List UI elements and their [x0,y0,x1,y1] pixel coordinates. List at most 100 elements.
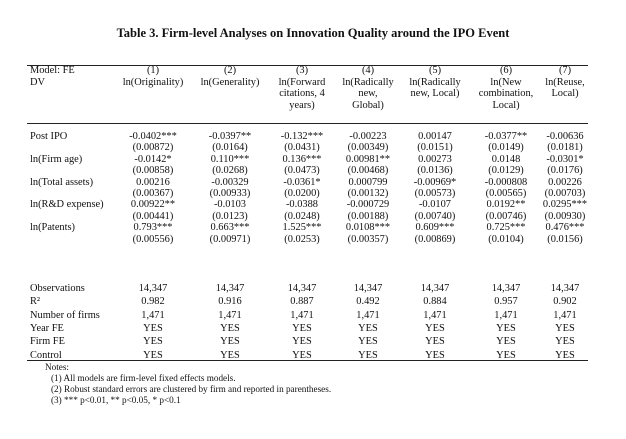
stat-cell: 14,347 [215,283,245,294]
stat-label: R² [30,296,41,308]
column-number: (4) [361,65,375,76]
se-cell: (0.00930) [544,210,586,222]
se-cell: (0.00746) [485,210,527,222]
coef-cell: 0.110*** [210,153,250,165]
se-cell: (0.0431) [284,142,320,154]
se-cell: (0.0248) [284,210,320,222]
top-rule [27,65,588,67]
stat-cell: YES [220,349,240,361]
table-title: Table 3. Firm-level Analyses on Innovati… [116,26,510,40]
stat-cell: YES [220,336,240,348]
se-cell: (0.00556) [132,233,174,245]
se-cell: (0.00132) [347,188,389,199]
coef-cell: -0.00636 [546,131,584,142]
stat-label: Firm FE [30,336,65,348]
coef-cell: -0.0377** [484,131,528,142]
stat-cell: 0.902 [553,296,577,308]
se-cell: (0.00703) [544,188,586,199]
stat-cell: 1,471 [494,309,518,321]
se-cell: (0.00971) [209,233,251,245]
column-dv-label: Local) [551,88,579,99]
stat-cell: 0.887 [290,296,314,308]
coef-cell: 0.725*** [486,222,526,234]
coef-cell: 0.0295*** [542,199,588,211]
coef-cell: -0.0388 [285,199,319,211]
coef-cell: -0.000808 [484,176,528,188]
column-dv-label: combination, [478,88,534,99]
column-number: (1) [146,65,160,76]
se-cell: (0.0123) [212,210,248,222]
stat-cell: 1,471 [290,309,314,321]
se-cell: (0.0176) [547,165,583,177]
coef-cell: 0.793*** [133,222,173,234]
column-dv-label: ln(New [490,76,522,88]
stat-cell: YES [358,322,378,334]
coef-cell: 0.663*** [210,222,250,234]
stat-cell: 14,347 [550,283,580,294]
corner-model: Model: FE [30,65,75,76]
stat-label: Control [30,349,62,361]
coef-cell: 0.00922** [130,199,176,211]
stat-cell: YES [555,336,575,348]
coef-cell: -0.0361* [283,176,321,188]
coef-cell: -0.0397** [208,131,252,142]
stat-label: Year FE [30,322,64,334]
se-cell: (0.0181) [547,142,583,154]
stat-cell: YES [292,322,312,334]
coef-cell: -0.0107 [418,199,452,211]
se-cell: (0.00869) [414,233,456,245]
stat-cell: 1,471 [141,309,165,321]
se-cell: (0.0164) [212,142,248,154]
column-number: (7) [558,65,572,76]
coef-cell: -0.0301* [546,153,584,165]
corner-dv: DV [30,76,46,88]
coef-cell: 1.525*** [282,222,322,234]
stat-cell: 0.982 [141,296,165,308]
coef-cell: -0.00329 [211,176,249,188]
coef-cell: 0.000799 [348,176,388,188]
stat-cell: 14,347 [491,283,521,294]
stat-cell: YES [143,336,163,348]
stat-label: Number of firms [30,309,100,321]
stat-cell: YES [358,349,378,361]
se-cell: (0.0200) [284,188,320,199]
coef-cell: -0.00223 [349,131,387,142]
stat-cell: 14,347 [138,283,168,294]
coef-cell: 0.00216 [136,176,170,188]
stat-cell: YES [555,322,575,334]
stat-cell: YES [425,322,445,334]
coef-cell: 0.00273 [418,153,452,165]
stat-cell: YES [358,336,378,348]
row-label: ln(Total assets) [30,176,94,188]
stat-cell: YES [292,336,312,348]
table-note: Notes: [45,362,69,372]
stat-cell: 0.884 [423,296,447,308]
se-cell: (0.00933) [209,188,251,199]
se-cell: (0.00872) [132,142,174,154]
se-cell: (0.00357) [347,233,389,245]
coef-cell: -0.00969* [413,176,457,188]
se-cell: (0.00188) [347,210,389,222]
stat-cell: YES [143,322,163,334]
se-cell: (0.0151) [417,142,453,154]
se-cell: (0.00740) [414,210,456,222]
stat-cell: YES [496,336,516,348]
stat-cell: YES [555,349,575,361]
table-note: (3) *** p<0.01, ** p<0.05, * p<0.1 [51,395,181,405]
column-dv-label: ln(Radically [409,76,461,88]
se-cell: (0.00573) [414,188,456,199]
se-cell: (0.0156) [547,233,583,245]
bottom-rule [27,360,588,362]
stat-cell: YES [220,322,240,334]
column-number: (3) [295,65,309,76]
se-cell: (0.00441) [132,210,174,222]
column-dv-label: ln(Generality) [200,76,260,88]
stat-cell: YES [143,349,163,361]
row-label: ln(Firm age) [30,153,83,165]
se-cell: (0.0104) [488,233,524,245]
stat-cell: 1,471 [423,309,447,321]
stat-cell: 1,471 [218,309,242,321]
column-dv-label: citations, 4 [279,88,325,99]
stat-cell: YES [292,349,312,361]
coef-cell: 0.00226 [548,176,582,188]
